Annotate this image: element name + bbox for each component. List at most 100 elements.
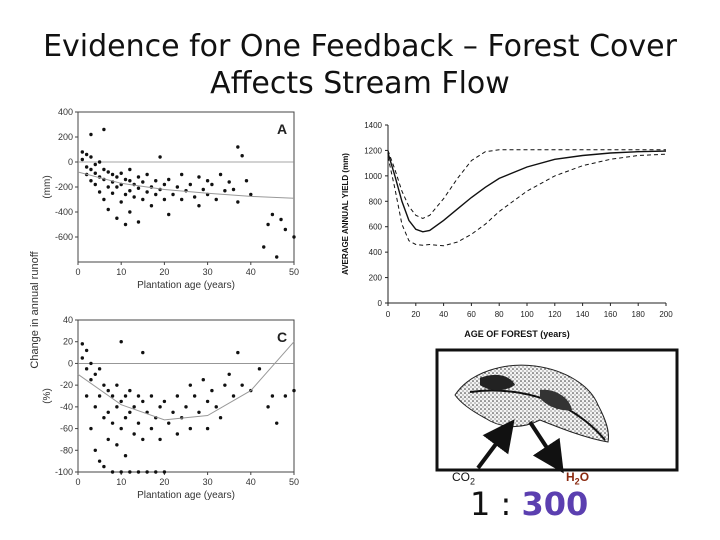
- data-point: [231, 394, 236, 398]
- y-tick-label: -200: [55, 182, 73, 192]
- y-tick-label: 200: [369, 274, 383, 283]
- data-point: [227, 180, 231, 184]
- data-point: [292, 235, 296, 239]
- data-point: [123, 394, 128, 398]
- y-tick-label: -40: [60, 402, 73, 412]
- data-point: [106, 437, 110, 442]
- data-point: [214, 405, 218, 409]
- data-point: [119, 340, 123, 344]
- h2o-label: H2O: [566, 470, 590, 487]
- trend-line: [77, 341, 295, 421]
- x-tick-label: 200: [659, 310, 673, 319]
- data-point: [283, 227, 288, 232]
- data-point: [205, 179, 210, 183]
- data-point: [106, 410, 110, 414]
- x-tick-label: 50: [289, 267, 299, 277]
- data-point: [123, 192, 128, 197]
- x-tick-label: 100: [520, 310, 534, 319]
- exchange-ratio: 1 : 300: [470, 485, 589, 523]
- y-tick-label: 0: [378, 299, 383, 308]
- panel-label: C: [277, 329, 287, 345]
- data-point: [162, 197, 167, 202]
- data-point: [158, 405, 162, 409]
- y-tick-label: 200: [58, 132, 73, 142]
- data-point: [80, 342, 85, 346]
- co2-label: CO2: [452, 470, 476, 487]
- data-point: [93, 182, 97, 187]
- data-point: [141, 350, 145, 355]
- data-point: [236, 200, 240, 204]
- data-point: [115, 383, 119, 387]
- data-point: [205, 426, 210, 431]
- data-point: [257, 367, 262, 371]
- data-point: [141, 437, 145, 442]
- data-point: [132, 432, 136, 436]
- data-point: [240, 383, 244, 387]
- data-point: [93, 448, 97, 452]
- y-tick-label: 0: [68, 358, 73, 368]
- y-tick-label: 40: [63, 315, 73, 325]
- data-point: [89, 179, 93, 183]
- y-tick-label: 0: [68, 157, 73, 167]
- data-point: [136, 421, 141, 425]
- data-point: [119, 399, 123, 404]
- data-point: [115, 405, 119, 409]
- leaf-illustration: [435, 348, 679, 474]
- data-point: [89, 132, 93, 137]
- x-tick-label: 120: [548, 310, 562, 319]
- x-axis-label: Plantation age (years): [137, 490, 235, 501]
- data-point: [210, 388, 214, 393]
- data-point: [136, 220, 141, 224]
- data-point: [266, 222, 270, 227]
- data-point: [270, 394, 275, 398]
- x-tick-label: 50: [289, 477, 299, 487]
- data-point: [214, 197, 218, 202]
- data-point: [136, 394, 141, 398]
- data-point: [283, 394, 288, 398]
- x-tick-label: 0: [75, 477, 80, 487]
- data-point: [179, 172, 184, 177]
- h2o-arrow: [528, 420, 564, 474]
- x-tick-label: 20: [411, 310, 420, 319]
- data-point: [115, 185, 119, 189]
- y-tick-label: 20: [63, 337, 73, 347]
- data-point: [262, 245, 266, 249]
- data-point: [115, 175, 119, 179]
- x-axis-label: Plantation age (years): [137, 280, 235, 291]
- data-point: [167, 177, 171, 182]
- data-point: [102, 383, 106, 387]
- data-point: [210, 182, 214, 187]
- panel-a-chart: 0 10 20 30 40 50 400 200 0 -200 -400 -600 Plantation…: [42, 107, 299, 291]
- data-point: [84, 165, 89, 169]
- data-point: [89, 167, 93, 172]
- data-point: [218, 172, 223, 177]
- data-point: [223, 189, 227, 193]
- data-point: [89, 378, 93, 382]
- y-tick-label: -60: [60, 424, 73, 434]
- data-point: [158, 437, 162, 442]
- data-point: [201, 378, 205, 382]
- data-point: [123, 222, 128, 227]
- data-point: [119, 200, 123, 204]
- x-tick-label: 0: [75, 267, 80, 277]
- data-point: [145, 172, 149, 177]
- leaf-shape: [454, 364, 609, 443]
- data-point: [102, 167, 106, 172]
- slide-title: Evidence for One Feedback – Forest Cover…: [0, 28, 720, 102]
- data-point: [188, 426, 193, 431]
- data-point: [141, 399, 145, 404]
- x-tick-label: 80: [495, 310, 504, 319]
- data-point: [231, 187, 236, 192]
- x-tick-label: 20: [159, 267, 169, 277]
- y-tick-label: 600: [369, 223, 383, 232]
- data-point: [119, 426, 123, 431]
- series-line-1: [387, 150, 667, 233]
- data-point: [123, 454, 128, 458]
- data-point: [149, 204, 154, 208]
- data-point: [110, 172, 115, 177]
- data-point: [102, 197, 106, 202]
- data-point: [128, 410, 132, 414]
- data-point: [115, 216, 119, 220]
- data-point: [227, 372, 231, 376]
- data-point: [188, 383, 193, 387]
